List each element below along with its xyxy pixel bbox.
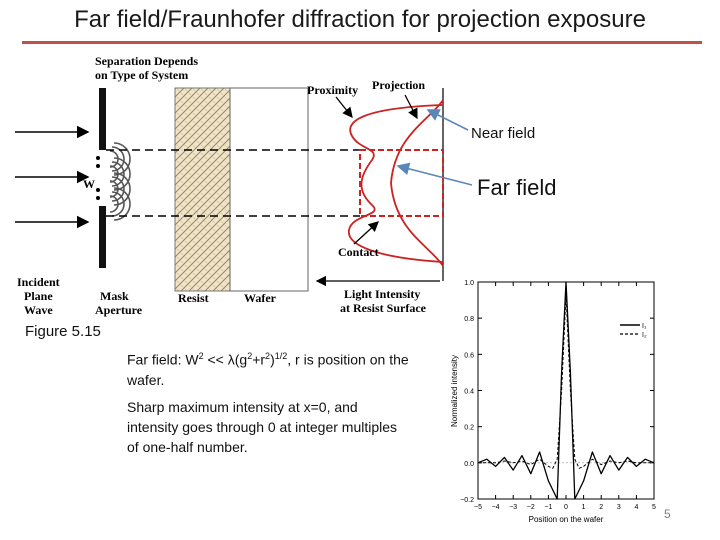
intensity-label-2: at Resist Surface (340, 301, 427, 315)
near-field-pointer (426, 109, 469, 131)
legend-label-i2: I₂ (642, 332, 647, 339)
projection-profile (390, 99, 444, 267)
contact-arrow (353, 221, 379, 245)
exposure-diagram: Separation Depends on Type of System W P… (15, 54, 473, 317)
aperture-dots (96, 156, 100, 200)
note1-mid2: +r (252, 351, 266, 368)
x-tick-label: −2 (527, 504, 535, 511)
plot-series (477, 281, 655, 500)
contact-label: Contact (338, 245, 379, 259)
x-tick-label: 4 (634, 504, 638, 511)
note1-sup2: 2 (247, 351, 253, 361)
incident-label-1: Incident (17, 275, 60, 289)
intensity-label-1: Light Intensity (344, 287, 420, 301)
proximity-label: Proximity (307, 83, 358, 97)
legend-label-i1: I₁ (642, 323, 647, 330)
note1-mid1: << λ(g (203, 351, 248, 368)
far-field-pointer (396, 162, 473, 186)
series-line-i1 (477, 281, 655, 500)
y-axis-label: Normalized intensity (450, 355, 459, 427)
note1-post: , r is position on the wafer. (127, 351, 409, 388)
resist-label: Resist (178, 291, 209, 305)
x-tick-label: 5 (652, 504, 656, 511)
separation-label-line2: on Type of System (95, 68, 188, 82)
x-tick-label: 0 (564, 504, 568, 511)
x-tick-label: −1 (544, 504, 552, 511)
separation-label-line1: Separation Depends (95, 54, 198, 68)
near-field-callout: Near field (471, 125, 536, 142)
mask-lower (99, 206, 106, 268)
plot-frame (477, 281, 655, 500)
x-tick-label: −3 (509, 504, 517, 511)
incident-label-3: Wave (24, 303, 53, 317)
note1-mid3: ) (270, 351, 275, 368)
y-tick-label: 0.0 (464, 461, 474, 468)
x-tick-label: −4 (492, 504, 500, 511)
x-tick-label: −5 (474, 504, 482, 511)
x-tick-label: 2 (599, 504, 603, 511)
wafer (229, 87, 309, 292)
y-tick-label: 0.6 (464, 352, 474, 359)
beam-edges (106, 149, 360, 217)
projection-label: Projection (372, 78, 425, 92)
y-tick-label: 0.8 (464, 316, 474, 323)
y-tick-labels: −0.2 0.0 0.2 0.4 0.6 0.8 1.0 (460, 280, 474, 504)
plot-legend: I₁ I₂ (620, 323, 647, 339)
projection-arrow (404, 94, 418, 120)
width-label: W (83, 177, 95, 191)
y-tick-label: 0.2 (464, 425, 474, 432)
mask-label-1: Mask (100, 289, 129, 303)
proximity-arrow (335, 96, 353, 119)
diffraction-wavelets (109, 142, 131, 221)
figure-caption: Figure 5.15 (25, 323, 101, 340)
y-tick-label: 0.4 (464, 389, 474, 396)
note1-sup1: 2 (198, 351, 204, 361)
resist-layer (174, 87, 231, 292)
mask-label-2: Aperture (95, 303, 143, 317)
mask-upper (99, 88, 106, 150)
contact-profile (359, 149, 444, 217)
wafer-label: Wafer (244, 291, 277, 305)
title-rule (22, 41, 702, 44)
series-line-i2 (478, 294, 654, 469)
far-field-condition: Far field: W2 << λ(g2+r2)1/2, r is posit… (127, 346, 417, 390)
x-tick-label: 1 (582, 504, 586, 511)
y-tick-label: −0.2 (460, 497, 474, 504)
slide-title: Far field/Fraunhofer diffraction for pro… (74, 6, 646, 33)
intensity-note: Sharp maximum intensity at x=0, and inte… (127, 399, 398, 455)
page-number: 5 (664, 507, 671, 521)
x-tick-labels: −5 −4 −3 −2 −1 0 1 2 3 4 5 (474, 504, 656, 511)
note1-pre: Far field: W (127, 351, 199, 368)
far-field-callout: Far field (477, 175, 557, 200)
note1-sup3: 2 (265, 351, 271, 361)
note1-sup4: 1/2 (274, 351, 288, 361)
y-tick-label: 1.0 (464, 280, 474, 287)
x-axis-label: Position on the wafer (529, 515, 604, 524)
incident-wave-arrows (15, 125, 90, 229)
proximity-profile (348, 104, 444, 263)
incident-label-2: Plane (24, 289, 53, 303)
x-tick-label: 3 (617, 504, 621, 511)
intensity-plot: −0.20.00.20.40.60.81.0 −5 −4 −3 −2 −1 0 1 2 3 4 5 … (450, 280, 656, 524)
